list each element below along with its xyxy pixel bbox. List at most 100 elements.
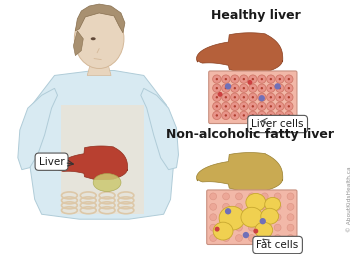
Circle shape (269, 87, 272, 89)
Circle shape (222, 193, 230, 200)
Circle shape (267, 75, 275, 83)
Circle shape (222, 84, 230, 92)
Circle shape (252, 96, 254, 99)
Circle shape (218, 92, 222, 97)
Circle shape (276, 102, 284, 110)
Ellipse shape (265, 197, 281, 211)
Circle shape (225, 114, 227, 117)
Circle shape (288, 96, 290, 99)
Circle shape (240, 102, 248, 110)
Circle shape (235, 235, 242, 242)
Circle shape (222, 75, 230, 83)
Circle shape (288, 78, 290, 80)
Circle shape (247, 80, 252, 85)
Polygon shape (197, 33, 283, 73)
Circle shape (222, 93, 230, 101)
Circle shape (216, 114, 218, 117)
Text: Fat cells: Fat cells (256, 240, 299, 250)
Ellipse shape (219, 206, 245, 230)
Circle shape (234, 114, 236, 117)
Circle shape (279, 114, 281, 117)
Circle shape (267, 93, 275, 101)
Polygon shape (197, 153, 283, 191)
Circle shape (231, 84, 239, 92)
Polygon shape (18, 88, 58, 170)
Circle shape (234, 87, 236, 89)
Circle shape (213, 75, 221, 83)
Circle shape (285, 111, 293, 120)
Circle shape (248, 214, 255, 221)
Circle shape (287, 214, 294, 221)
Circle shape (267, 111, 275, 120)
Circle shape (225, 208, 231, 214)
Circle shape (258, 84, 266, 92)
Circle shape (276, 75, 284, 83)
Circle shape (225, 96, 227, 99)
Circle shape (225, 78, 227, 80)
Circle shape (216, 105, 218, 107)
Circle shape (243, 87, 245, 89)
Circle shape (261, 224, 268, 231)
Circle shape (234, 96, 236, 99)
Polygon shape (62, 105, 144, 214)
Ellipse shape (241, 207, 263, 227)
Circle shape (261, 78, 263, 80)
Circle shape (269, 96, 272, 99)
Circle shape (276, 93, 284, 101)
Circle shape (252, 78, 254, 80)
Circle shape (252, 114, 254, 117)
Circle shape (258, 93, 266, 101)
Circle shape (243, 114, 245, 117)
Circle shape (243, 78, 245, 80)
Circle shape (231, 111, 239, 120)
Text: Liver: Liver (39, 157, 64, 167)
Ellipse shape (255, 222, 273, 238)
Circle shape (274, 235, 281, 242)
Circle shape (225, 87, 227, 89)
Circle shape (261, 105, 263, 107)
Text: © AboutKidsHealth.ca: © AboutKidsHealth.ca (346, 167, 351, 232)
Circle shape (248, 102, 257, 110)
Circle shape (240, 84, 248, 92)
Circle shape (210, 193, 217, 200)
Circle shape (235, 193, 242, 200)
Circle shape (216, 87, 218, 89)
Circle shape (235, 224, 242, 231)
Circle shape (285, 93, 293, 101)
Circle shape (269, 114, 272, 117)
Ellipse shape (91, 37, 96, 40)
Circle shape (279, 78, 281, 80)
Circle shape (248, 224, 255, 231)
Circle shape (285, 102, 293, 110)
Circle shape (234, 78, 236, 80)
Circle shape (225, 105, 227, 107)
Circle shape (258, 75, 266, 83)
Circle shape (222, 214, 230, 221)
Circle shape (222, 102, 230, 110)
Circle shape (274, 203, 281, 210)
Polygon shape (75, 4, 125, 33)
Circle shape (252, 87, 254, 89)
Circle shape (269, 105, 272, 107)
Circle shape (276, 111, 284, 120)
Circle shape (210, 214, 217, 221)
Circle shape (267, 84, 275, 92)
Polygon shape (141, 88, 178, 170)
Circle shape (274, 193, 281, 200)
Circle shape (274, 214, 281, 221)
Polygon shape (87, 60, 111, 75)
Circle shape (248, 193, 255, 200)
Text: Liver cells: Liver cells (251, 119, 304, 129)
Circle shape (235, 203, 242, 210)
Circle shape (248, 203, 255, 210)
FancyBboxPatch shape (209, 71, 297, 123)
Circle shape (260, 218, 266, 224)
Circle shape (213, 84, 221, 92)
Circle shape (243, 105, 245, 107)
Circle shape (234, 105, 236, 107)
Circle shape (287, 235, 294, 242)
Circle shape (261, 96, 263, 99)
Circle shape (248, 84, 257, 92)
Circle shape (216, 96, 218, 99)
Circle shape (215, 227, 220, 232)
